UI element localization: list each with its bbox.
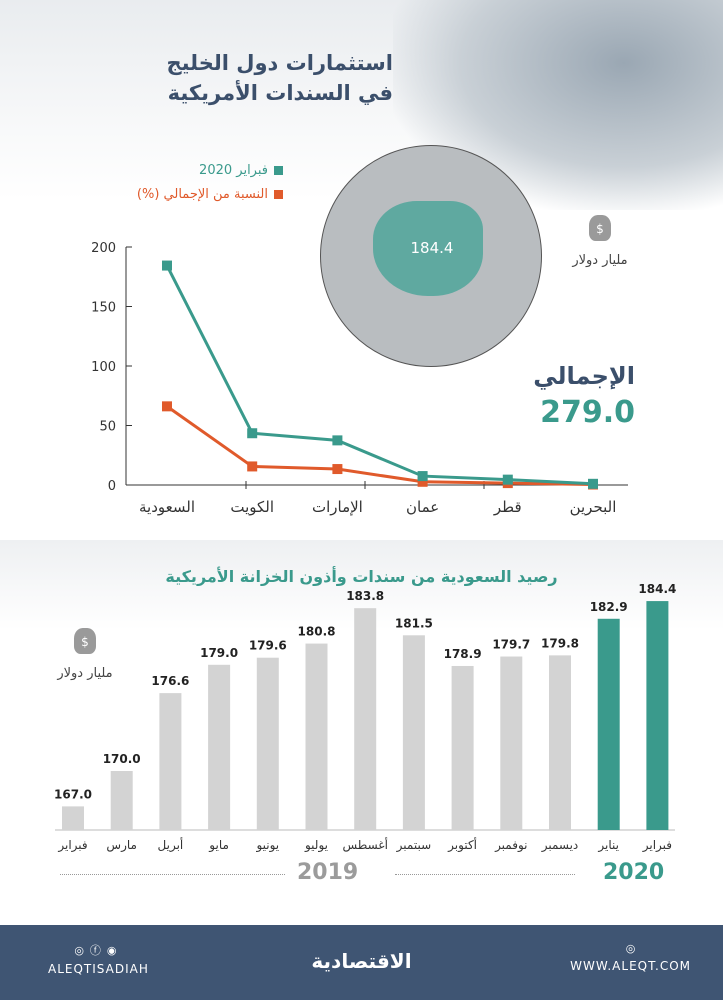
bar-category-label: مارس xyxy=(106,838,137,853)
y-tick-label: 50 xyxy=(99,420,116,435)
bar xyxy=(354,608,377,830)
bar-value-label: 179.6 xyxy=(249,639,287,653)
y-tick-label: 200 xyxy=(91,241,116,256)
money-bag-icon: $ xyxy=(589,215,611,241)
bar-value-label: 181.5 xyxy=(395,616,433,630)
bar-value-label: 176.6 xyxy=(151,674,189,688)
bar-value-label: 179.7 xyxy=(492,638,530,652)
bar-category-label: ديسمبر xyxy=(541,838,579,853)
y-tick-label: 150 xyxy=(91,301,116,316)
bar xyxy=(451,665,474,830)
data-point xyxy=(417,471,428,482)
page-title: استثمارات دول الخليج في السندات الأمريكي… xyxy=(166,51,393,105)
bar xyxy=(646,601,669,830)
data-point xyxy=(588,478,598,489)
data-point xyxy=(417,476,428,487)
data-point xyxy=(502,474,513,485)
bar-value-label: 183.8 xyxy=(346,589,384,603)
bar xyxy=(549,655,571,830)
legend-swatch xyxy=(274,166,283,175)
bar-category-label: سبتمبر xyxy=(396,838,431,853)
bar-category-label: يناير xyxy=(597,838,619,853)
bar-category-label: مايو xyxy=(208,838,229,853)
footer: ◎ⓕ◉ ALEQTISADIAH الاقتصادية ◎ WWW.ALEQT.… xyxy=(0,925,723,1000)
bar-value-label: 180.8 xyxy=(298,625,336,639)
map-circle: 184.4 xyxy=(320,145,542,367)
year-2019: 2019 xyxy=(297,860,359,885)
bar-category-label: يونيو xyxy=(255,838,279,853)
bar xyxy=(62,806,84,830)
bar-category-label: أغسطس xyxy=(342,837,387,853)
data-point xyxy=(247,461,258,472)
bar-value-label: 182.9 xyxy=(590,600,628,614)
bar-value-label: 167.0 xyxy=(54,787,92,801)
data-point xyxy=(162,260,172,271)
bar-category-label: نوفمبر xyxy=(494,838,527,853)
total-value: 279.0 xyxy=(540,395,635,430)
logo: الاقتصادية xyxy=(311,949,412,973)
map-value: 184.4 xyxy=(410,239,454,257)
line-chart: 0 50 100 150 200 السعودية الكويت الإمارات عمان قط… xyxy=(91,241,628,516)
bar-category-label: فبراير xyxy=(57,838,87,853)
bar-value-label: 179.0 xyxy=(200,646,238,660)
bar xyxy=(256,657,279,830)
bar xyxy=(500,656,523,830)
bar xyxy=(597,618,620,830)
x-tick-label: عمان xyxy=(406,498,439,516)
bar xyxy=(402,635,425,830)
bar-category-label: يوليو xyxy=(304,838,328,853)
bar-chart-title: رصيد السعودية من سندات وأذون الخزانة الأ… xyxy=(165,567,558,586)
bar xyxy=(110,771,133,830)
unit-block-2: $ مليار دولار xyxy=(45,628,125,681)
bar xyxy=(159,693,182,830)
social-block: ◎ⓕ◉ ALEQTISADIAH xyxy=(48,944,149,976)
bar-value-label: 178.9 xyxy=(444,647,482,661)
bar-value-label: 179.8 xyxy=(541,636,579,650)
series-line xyxy=(166,405,594,487)
data-point xyxy=(332,464,343,475)
data-point xyxy=(162,401,172,412)
website-block: ◎ WWW.ALEQT.COM xyxy=(570,942,691,973)
money-bag-icon: $ xyxy=(74,628,96,654)
website-link[interactable]: WWW.ALEQT.COM xyxy=(570,959,691,973)
bar-category-label: فبراير xyxy=(642,838,672,853)
bar-category-label: أكتوبر xyxy=(447,837,477,853)
bar xyxy=(305,643,328,830)
total-label: الإجمالي xyxy=(533,362,635,390)
y-tick-label: 0 xyxy=(108,479,116,494)
bar-chart: 167.0 فبراير 170.0 مارس 176.6 أبريل 179.0 مايو 1… xyxy=(54,582,676,853)
data-point xyxy=(247,428,258,439)
year-2020: 2020 xyxy=(603,860,665,885)
social-icons[interactable]: ◎ⓕ◉ xyxy=(74,944,123,957)
globe-icon: ◎ xyxy=(625,942,636,955)
bar-value-label: 170.0 xyxy=(103,752,141,766)
y-tick-label: 100 xyxy=(91,360,116,375)
bar-value-label: 184.4 xyxy=(638,582,676,596)
divider xyxy=(395,874,575,875)
x-tick-label: البحرين xyxy=(570,498,617,516)
unit-block-1: $ مليار دولار xyxy=(560,215,640,268)
legend-swatch xyxy=(274,190,283,199)
legend-teal: فبراير 2020 xyxy=(199,163,283,178)
bar-category-label: أبريل xyxy=(158,837,184,853)
data-point xyxy=(332,435,343,446)
legend-orange: النسبة من الإجمالي (%) xyxy=(137,187,283,202)
series-line xyxy=(165,264,594,486)
bar xyxy=(208,664,231,830)
x-tick-label: السعودية xyxy=(139,498,195,516)
x-tick-label: قطر xyxy=(493,498,522,516)
saudi-map-shape xyxy=(373,201,483,296)
divider xyxy=(60,874,285,875)
x-tick-label: الكويت xyxy=(230,498,274,516)
x-tick-label: الإمارات xyxy=(312,498,363,516)
